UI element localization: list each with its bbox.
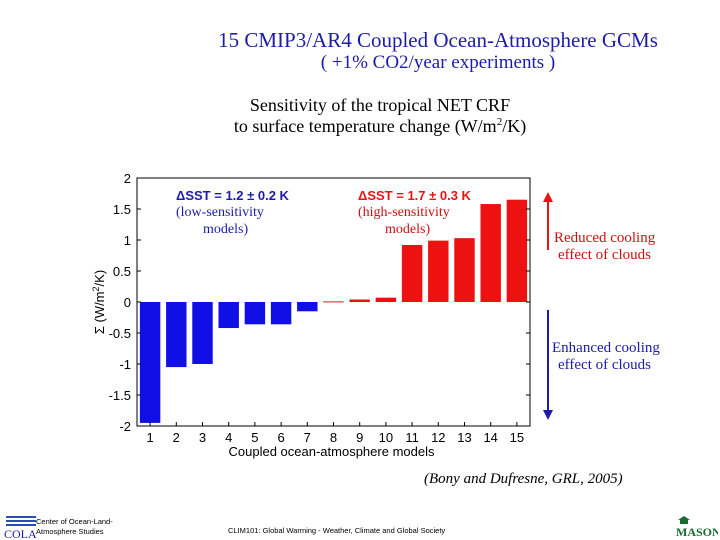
x-tick-label: 7 [304, 430, 311, 445]
high-sensitivity-label: (high-sensitivity [358, 205, 450, 220]
x-tick-label: 11 [405, 430, 419, 445]
x-tick-label: 2 [173, 430, 180, 445]
x-tick-label: 3 [199, 430, 206, 445]
high-sensitivity-delta-sst: ΔSST = 1.7 ± 0.3 K [358, 188, 472, 203]
bar-6 [270, 302, 292, 325]
y-tick-label: 0 [124, 295, 131, 310]
y-tick-label: 0.5 [113, 264, 131, 279]
high-sensitivity-models-label: models) [385, 222, 430, 237]
x-tick-label: 14 [483, 430, 497, 445]
bar-3 [192, 302, 213, 364]
chart-title-line2-prefix: to surface temperature change (W/m [233, 116, 497, 136]
reduced-cooling-text-line2: effect of clouds [558, 247, 651, 263]
bar-2 [166, 302, 187, 368]
enhanced-cooling-text: Enhanced cooling [552, 340, 660, 356]
x-tick-label: 1 [146, 430, 153, 445]
bar-15 [506, 199, 528, 302]
y-tick-label: -1.5 [109, 388, 131, 403]
x-tick-label: 5 [251, 430, 258, 445]
bar-5 [244, 302, 266, 325]
chart-title-line2: to surface temperature change (W/m2/K) [110, 116, 650, 137]
bar-13 [454, 238, 475, 302]
citation: (Bony and Dufresne, GRL, 2005) [424, 471, 623, 487]
low-sensitivity-models-label: models) [203, 222, 248, 237]
chart-title-line1: Sensitivity of the tropical NET CRF [249, 95, 511, 115]
bar-4 [218, 302, 239, 329]
cola-logo-text: COLA [4, 527, 37, 540]
bar-11 [401, 244, 423, 302]
x-tick-label: 6 [277, 430, 284, 445]
cola-logo: COLA [4, 516, 37, 540]
y-tick-label: -1 [119, 357, 131, 372]
low-sensitivity-delta-sst: ΔSST = 1.2 ± 0.2 K [176, 188, 290, 203]
course-name: CLIM101: Global Warming - Weather, Clima… [228, 526, 446, 535]
org-name-line1: Center of Ocean-Land- [36, 517, 113, 526]
x-tick-label: 4 [225, 430, 232, 445]
y-axis-label: Σ (W/m2/K) [91, 270, 107, 334]
low-sensitivity-label: (low-sensitivity [176, 205, 264, 220]
y-tick-label: 1 [124, 233, 131, 248]
x-axis-label: Coupled ocean-atmosphere models [229, 444, 435, 459]
bar-8 [323, 301, 344, 303]
bar-9 [349, 299, 370, 302]
x-tick-label: 13 [457, 430, 471, 445]
x-tick-label: 15 [510, 430, 524, 445]
mason-logo: MASON [676, 516, 718, 539]
y-tick-label: 2 [124, 171, 131, 186]
enhanced-cooling-arrowhead [543, 410, 553, 420]
x-tick-label: 9 [356, 430, 363, 445]
x-tick-label: 12 [431, 430, 445, 445]
bar-10 [375, 297, 397, 302]
enhanced-cooling-text-line2: effect of clouds [558, 357, 651, 373]
chart-title-line2-sup: 2 [496, 116, 503, 128]
y-tick-label: 1.5 [113, 202, 131, 217]
bar-14 [480, 204, 501, 302]
reduced-cooling-arrowhead [543, 192, 553, 202]
plot-area: 21.510.50-0.5-1-1.5-21 2 3 4 5 6 7 8 9 10 11 12 13 14… [91, 171, 660, 487]
mason-logo-text: MASON [676, 525, 718, 539]
bar-12 [428, 240, 449, 302]
page-title: 15 CMIP3/AR4 Coupled Ocean-Atmosphere GC… [218, 28, 658, 52]
y-tick-label: -2 [119, 419, 131, 434]
org-name-line2: Atmosphere Studies [36, 527, 104, 536]
page-subtitle: ( +1% CO2/year experiments ) [320, 52, 556, 73]
chart-title-line2-suffix: /K) [502, 116, 527, 136]
x-tick-label: 8 [330, 430, 337, 445]
bar-1 [139, 302, 161, 423]
y-tick-label: -0.5 [109, 326, 131, 341]
reduced-cooling-text: Reduced cooling [554, 230, 656, 246]
x-tick-label: 10 [379, 430, 393, 445]
bar-7 [297, 302, 318, 312]
